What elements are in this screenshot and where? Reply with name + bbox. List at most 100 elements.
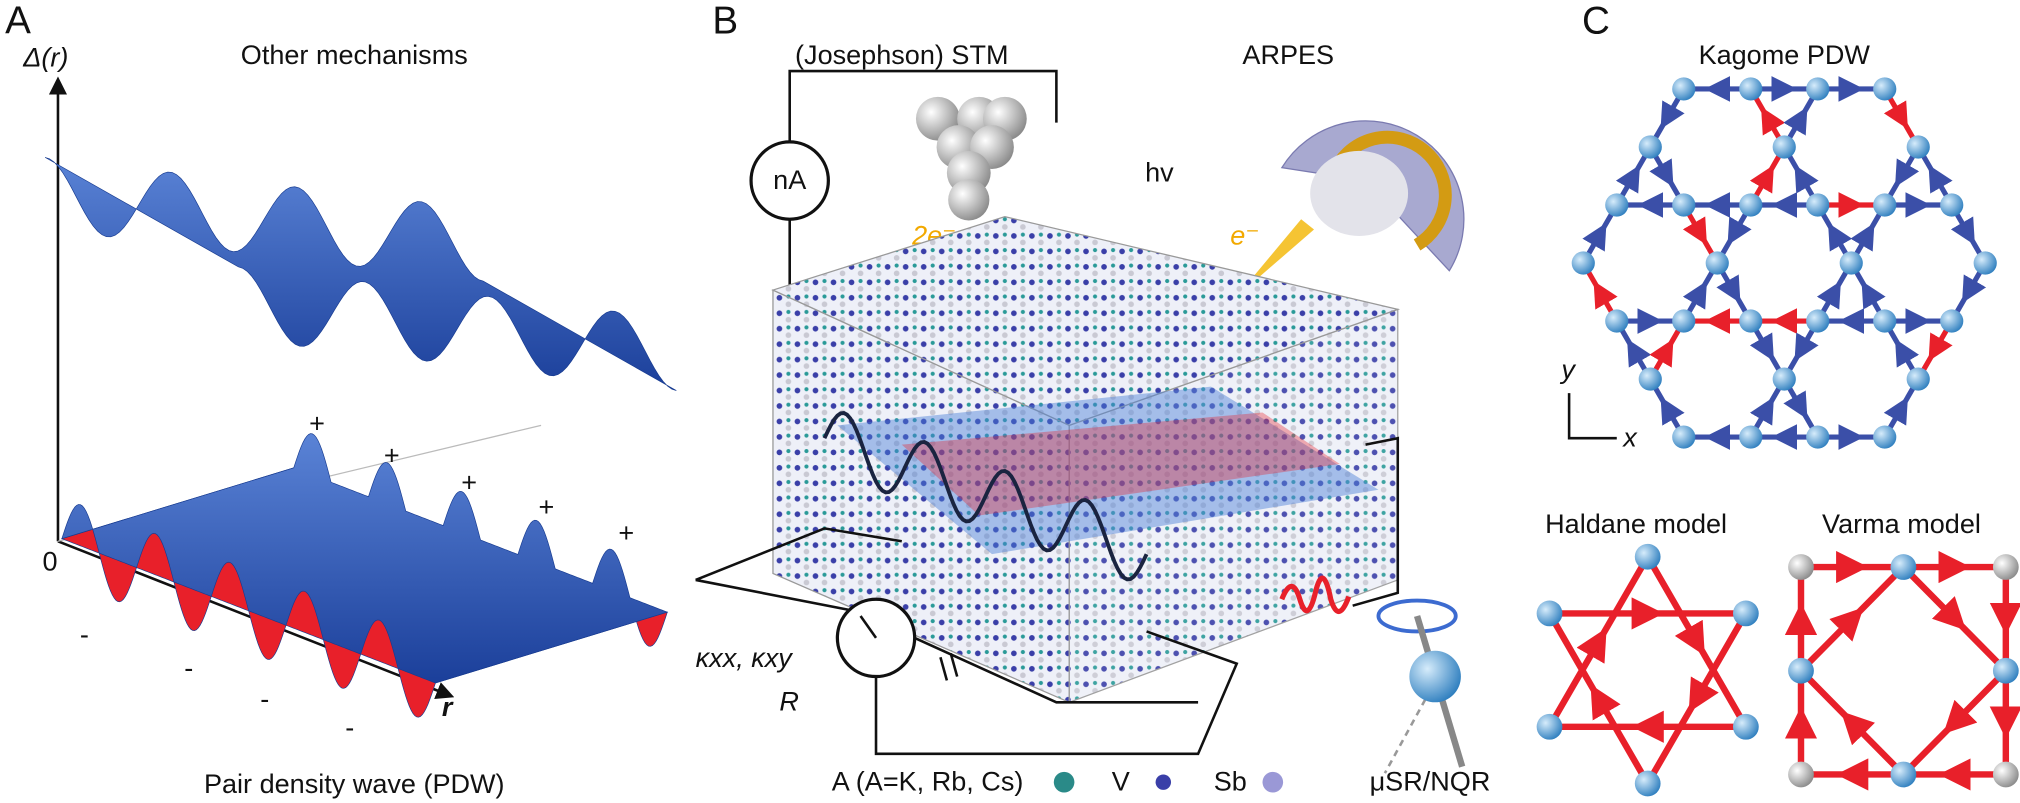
panel-label: A: [5, 0, 31, 43]
title: Kagome PDW: [1699, 40, 1871, 70]
title: Pair density wave (PDW): [204, 769, 505, 799]
bond: [1644, 611, 1749, 786]
sign: +: [384, 441, 400, 471]
site: [1890, 761, 1917, 788]
site: [1873, 309, 1897, 333]
analyzer-ring: [1327, 130, 1452, 251]
site: [1806, 309, 1830, 333]
capacitor: [949, 653, 959, 677]
axis-label: Δ(r): [22, 43, 68, 73]
origin: 0: [43, 546, 58, 576]
wire: [914, 636, 1199, 704]
wire: [695, 527, 902, 582]
wire: [695, 578, 861, 614]
sign: +: [461, 468, 477, 498]
site: [1873, 193, 1897, 217]
site: [1992, 761, 2019, 788]
wire: [874, 630, 1239, 756]
bond: [1546, 611, 1651, 786]
site: [1672, 309, 1696, 333]
axis-label: y: [1559, 354, 1576, 384]
site: [1638, 135, 1662, 159]
label: e⁻: [1230, 220, 1259, 250]
axis-label: x: [1621, 423, 1638, 453]
site: [1739, 425, 1763, 449]
axis-label: r: [442, 692, 454, 722]
crystal: [771, 215, 1401, 704]
haldane-lattice: [1536, 543, 1759, 797]
label: ARPES: [1242, 40, 1334, 70]
label: κxx, κxy: [696, 643, 794, 673]
site: [1739, 77, 1763, 101]
sign: -: [184, 653, 193, 683]
site: [1906, 367, 1930, 391]
site: [1940, 309, 1964, 333]
legend-dot: [1262, 771, 1284, 793]
pdw-wave: [822, 411, 1149, 582]
site: [1571, 251, 1595, 275]
site: [1672, 77, 1696, 101]
kagome-lattice: [1571, 76, 1997, 450]
site: [1839, 251, 1863, 275]
site: [1873, 425, 1897, 449]
muon: [1409, 650, 1461, 703]
site: [1890, 554, 1917, 580]
site: [1992, 657, 2019, 684]
wave-surface: [61, 433, 669, 684]
sign: -: [345, 713, 354, 743]
wire: [788, 69, 1058, 142]
crystal-face: [771, 215, 1401, 427]
bond: [1546, 555, 1651, 729]
site: [1772, 367, 1796, 391]
site: [1638, 367, 1662, 391]
sign: +: [618, 518, 634, 548]
bond: [1798, 668, 1906, 777]
site: [1705, 251, 1729, 275]
site: [1634, 543, 1661, 570]
pdw-plane: [901, 412, 1340, 516]
site: [1605, 309, 1629, 333]
axes-icon: [1567, 393, 1617, 440]
site: [1806, 193, 1830, 217]
wire: [1352, 436, 1400, 607]
meter-label: nA: [773, 165, 806, 195]
title: Varma model: [1822, 509, 1981, 539]
heat-signal: [1279, 575, 1352, 615]
sign: +: [538, 492, 554, 522]
legend-label: Sb: [1214, 767, 1247, 797]
site: [1806, 77, 1830, 101]
site: [1732, 600, 1759, 627]
hemisphere: [1280, 120, 1465, 272]
inner: [1310, 150, 1409, 236]
bond: [1901, 564, 2009, 674]
wave-surface: [44, 157, 677, 391]
site: [1672, 193, 1696, 217]
site: [1788, 554, 1814, 580]
site: [1772, 135, 1796, 159]
legend-label: V: [1112, 767, 1130, 797]
bond: [1901, 668, 2009, 777]
site: [1873, 77, 1897, 101]
legend-label: A (A=K, Rb, Cs): [832, 767, 1024, 797]
title: Haldane model: [1545, 509, 1727, 539]
site: [1672, 425, 1696, 449]
needle: [859, 615, 878, 639]
ammeter: [749, 140, 830, 221]
sign: -: [260, 684, 269, 714]
site: [1906, 135, 1930, 159]
label: R: [779, 687, 799, 717]
label: hv: [1145, 157, 1174, 187]
panel-label: C: [1582, 0, 1610, 43]
tip-atom: [948, 179, 990, 221]
label: (Josephson) STM: [795, 40, 1008, 70]
site: [1536, 600, 1563, 627]
site: [1634, 770, 1661, 797]
legend-dot: [1053, 771, 1075, 793]
site: [1992, 554, 2019, 580]
legend-dot: [1155, 774, 1172, 790]
capacitor: [939, 656, 949, 681]
spin-precession: [1376, 598, 1458, 634]
site: [1732, 713, 1759, 740]
site: [1788, 657, 1814, 684]
